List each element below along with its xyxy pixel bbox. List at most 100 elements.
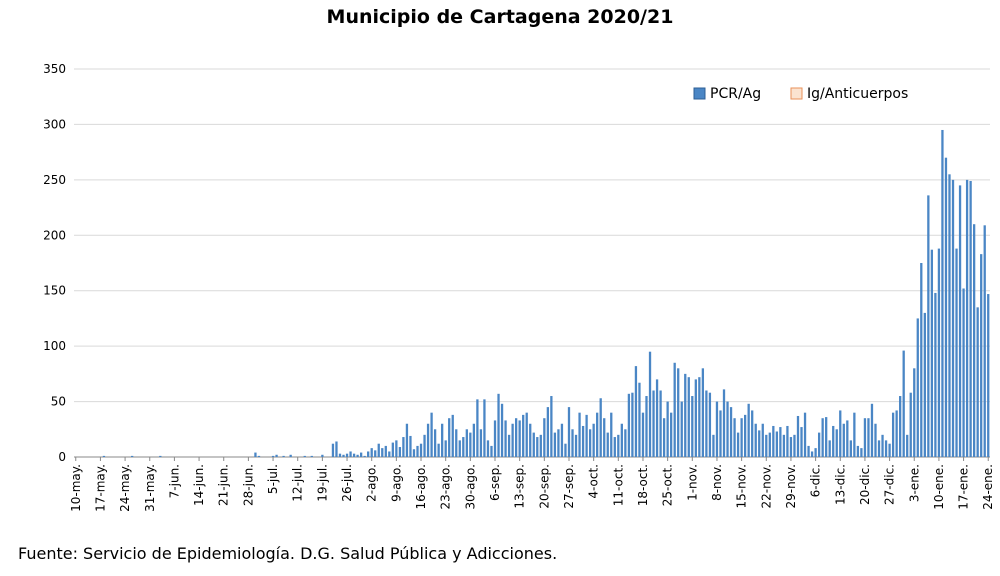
bar [835,429,838,457]
bar [483,399,486,457]
bar [335,441,338,457]
x-tick-label: 9-ago. [389,464,403,502]
bar [807,445,810,457]
bar [913,368,916,457]
bar [525,412,528,457]
x-tick-label: 31-may. [143,464,157,512]
chart-source: Fuente: Servicio de Epidemiología. D.G. … [18,544,558,563]
x-tick-label: 24-may. [118,464,132,512]
bar [899,396,902,457]
bar [374,450,377,457]
bar [920,263,923,457]
bar [969,180,972,457]
bar [356,454,359,457]
bar [409,435,412,457]
bar [652,390,655,457]
bar [585,414,588,457]
bar [786,425,789,457]
bar [670,412,673,457]
x-tick-label: 8-nov. [710,464,724,501]
bar [722,389,726,457]
y-tick-label: 200 [43,228,66,242]
bar [486,440,490,457]
x-tick-label: 24-ene. [981,464,995,510]
bar [455,429,458,457]
bar [666,401,669,457]
bar [789,437,793,457]
x-tick-label: 4-oct. [587,464,601,499]
x-tick-label: 29-nov. [784,464,798,509]
bar [684,373,687,457]
bar [448,418,451,457]
bar [472,423,476,457]
bar [102,455,106,457]
bar [610,412,613,457]
bar [987,294,990,457]
bar [902,350,905,457]
x-tick-label: 27-dic. [883,464,897,505]
bar [553,432,557,457]
bar [539,434,542,457]
bar [856,445,860,457]
legend-label-pcr: PCR/Ag [710,86,761,102]
bar [631,392,634,457]
x-tick-label: 25-oct. [661,464,675,506]
bar-series [102,129,990,458]
bar [941,129,944,457]
bar [754,423,757,457]
x-tick-label: 13-sep. [513,464,527,509]
bar [444,440,447,457]
bar [761,423,764,457]
bar [592,423,595,457]
bar [342,454,345,457]
x-tick-label: 18-oct. [636,464,650,506]
x-tick-label: 5-jul. [266,464,280,494]
bar [567,407,571,457]
bar [405,423,409,457]
bar [282,455,285,457]
bar [603,418,606,457]
bar [825,417,828,457]
bar [736,432,740,457]
y-tick-label: 50 [51,395,66,409]
bar [691,396,694,457]
x-tick-label: 12-jul. [291,464,305,502]
bar [867,418,870,457]
bar [377,443,380,457]
x-tick-label: 11-oct. [611,464,625,506]
bar [529,423,532,457]
bar [846,420,849,457]
bar [497,393,500,457]
legend-label-ig: Ig/Anticuerpos [807,86,908,102]
x-tick-label: 22-nov. [759,464,773,509]
bar [557,429,560,457]
bar [849,440,852,457]
bar [673,362,676,457]
bar [751,410,754,457]
y-tick-label: 100 [43,339,66,353]
bar [983,225,986,457]
x-tick-label: 20-dic. [858,464,872,505]
y-tick-label: 350 [43,62,66,76]
x-tick-label: 16-ago. [414,464,428,510]
bar [606,432,609,457]
bar [458,440,461,457]
bar [884,440,888,457]
x-tick-label: 1-nov. [685,464,699,501]
bar [381,448,384,457]
bar [624,429,627,457]
bar [973,224,976,457]
bar [958,185,962,457]
x-tick-label: 27-sep. [562,464,576,509]
bar [359,452,363,457]
bar [490,445,493,457]
bar [257,455,261,457]
bar [937,248,941,457]
bar [433,429,437,457]
bar [398,447,402,457]
bar [701,368,705,457]
bar [906,434,909,457]
bar [821,418,824,457]
bar [803,412,807,457]
